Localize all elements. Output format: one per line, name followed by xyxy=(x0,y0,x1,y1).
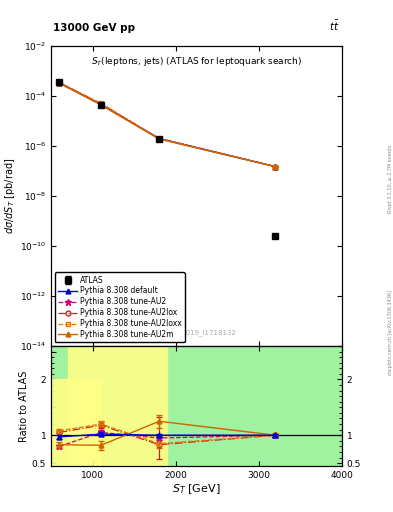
Pythia 8.308 tune-AU2loxx xyxy=(157,136,162,142)
Text: Rivet 3.1.10, ≥ 2.7M events: Rivet 3.1.10, ≥ 2.7M events xyxy=(388,145,393,214)
Pythia 8.308 default xyxy=(273,163,278,169)
Text: ATLAS_2019_I1718132: ATLAS_2019_I1718132 xyxy=(156,329,237,336)
Text: mcplots.cern.ch [arXiv:1306.3436]: mcplots.cern.ch [arXiv:1306.3436] xyxy=(388,290,393,375)
Pythia 8.308 tune-AU2lox xyxy=(57,80,62,86)
X-axis label: $S_T$ [GeV]: $S_T$ [GeV] xyxy=(172,482,221,496)
Pythia 8.308 tune-AU2 xyxy=(99,101,103,107)
Line: Pythia 8.308 tune-AU2m: Pythia 8.308 tune-AU2m xyxy=(57,81,278,169)
Pythia 8.308 tune-AU2loxx xyxy=(273,163,278,169)
Pythia 8.308 default xyxy=(99,101,103,108)
Bar xyxy=(68,346,167,466)
Legend: ATLAS, Pythia 8.308 default, Pythia 8.308 tune-AU2, Pythia 8.308 tune-AU2lox, Py: ATLAS, Pythia 8.308 default, Pythia 8.30… xyxy=(55,272,185,342)
Text: 13000 GeV pp: 13000 GeV pp xyxy=(53,23,135,33)
Pythia 8.308 tune-AU2m xyxy=(273,163,278,169)
Pythia 8.308 tune-AU2m xyxy=(57,80,62,86)
Line: Pythia 8.308 default: Pythia 8.308 default xyxy=(57,80,278,169)
Pythia 8.308 tune-AU2lox xyxy=(273,163,278,169)
Pythia 8.308 tune-AU2m xyxy=(157,136,162,142)
Y-axis label: $d\sigma/dS_T$ [pb/rad]: $d\sigma/dS_T$ [pb/rad] xyxy=(3,158,17,234)
Pythia 8.308 tune-AU2loxx xyxy=(57,79,62,86)
Pythia 8.308 tune-AU2 xyxy=(157,136,162,142)
Pythia 8.308 tune-AU2lox xyxy=(99,100,103,106)
Pythia 8.308 tune-AU2m xyxy=(99,102,103,108)
Pythia 8.308 default xyxy=(57,80,62,86)
Line: Pythia 8.308 tune-AU2lox: Pythia 8.308 tune-AU2lox xyxy=(57,80,278,169)
Line: Pythia 8.308 tune-AU2loxx: Pythia 8.308 tune-AU2loxx xyxy=(57,80,278,169)
Bar xyxy=(51,379,101,466)
Pythia 8.308 default xyxy=(157,136,162,142)
Pythia 8.308 tune-AU2 xyxy=(57,80,62,87)
Pythia 8.308 tune-AU2 xyxy=(273,163,278,169)
Pythia 8.308 tune-AU2lox xyxy=(157,136,162,142)
Pythia 8.308 tune-AU2loxx xyxy=(99,100,103,106)
Line: Pythia 8.308 tune-AU2: Pythia 8.308 tune-AU2 xyxy=(56,80,279,170)
Text: $t\bar{t}$: $t\bar{t}$ xyxy=(329,19,340,33)
Text: $S_T$(leptons, jets) (ATLAS for leptoquark search): $S_T$(leptons, jets) (ATLAS for leptoqua… xyxy=(91,55,302,68)
Y-axis label: Ratio to ATLAS: Ratio to ATLAS xyxy=(19,370,29,442)
Bar xyxy=(51,346,342,466)
